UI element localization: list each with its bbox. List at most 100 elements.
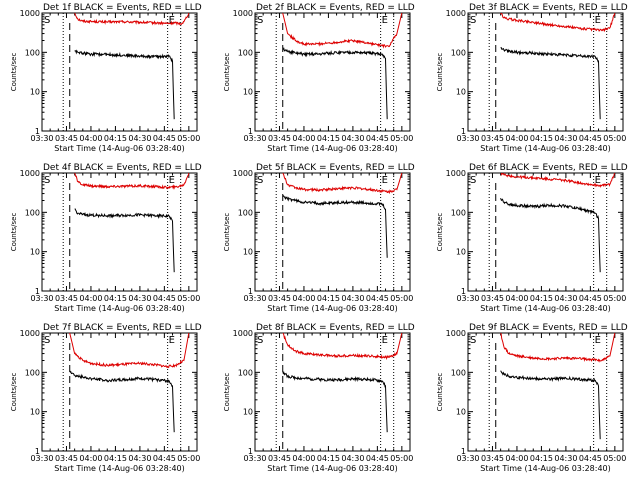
x-tick-label: 04:30 [341,134,364,143]
lld-series-line [282,173,403,195]
x-tick-label: 04:15 [104,294,127,303]
lld-series-line [282,13,403,49]
panel-5: Det 5f BLACK = Events, RED = LLD 1 10 100 10… [223,163,415,313]
x-tick-label: 04:00 [292,454,315,463]
y-tick-label: 10 [30,408,40,417]
plot-frame [41,332,198,452]
y-tick-label: 10 [243,408,253,417]
y-tick-label: 1 [248,287,253,296]
x-tick-label: 04:30 [341,294,364,303]
x-tick-label: 04:45 [579,454,602,463]
panel-7: Det 7f BLACK = Events, RED = LLD 1 10 100 10… [10,323,202,473]
events-series-line [282,47,388,120]
x-tick-label: 03:45 [268,454,291,463]
x-tick-label: 04:45 [579,294,602,303]
events-series-line [74,208,175,273]
panel-2: Det 2f BLACK = Events, RED = LLD 1 10 100 10… [223,3,415,153]
panel-3: Det 3f BLACK = Events, RED = LLD 1 10 100 10… [436,3,628,153]
x-tick-label: 04:30 [128,454,151,463]
lld-series-line [74,173,190,190]
x-tick-label: 04:15 [530,454,553,463]
start-marker-label: S [44,335,50,346]
start-marker-label: S [470,15,476,26]
x-tick-label: 03:45 [268,134,291,143]
end-marker-label: E [595,175,601,186]
y-axis-label: Counts/sec [223,213,231,252]
x-tick-label: 05:00 [177,294,200,303]
plot-frame [41,172,198,292]
start-marker-label: S [257,335,263,346]
x-tick-label: 04:15 [317,454,340,463]
y-tick-label: 10 [30,88,40,97]
lld-series-line [282,333,403,361]
x-tick-label: 04:30 [128,294,151,303]
x-tick-label: 03:30 [243,454,266,463]
x-tick-label: 03:45 [55,294,78,303]
x-tick-label: 03:30 [456,134,479,143]
end-marker-label: E [382,175,388,186]
events-series-line [74,49,175,120]
y-tick-label: 10 [456,408,466,417]
x-tick-label: 04:30 [554,454,577,463]
y-tick-label: 1 [248,127,253,136]
x-axis-label: Start Time (14-Aug-06 03:28:40) [54,304,185,313]
x-tick-label: 04:15 [104,134,127,143]
events-series-line [500,46,601,120]
end-marker-label: E [382,15,388,26]
plot-frame [254,332,411,452]
x-tick-label: 03:30 [243,294,266,303]
lld-series-line [500,173,616,188]
panel-4: Det 4f BLACK = Events, RED = LLD 1 10 100 10… [10,163,202,313]
panel-6: Det 6f BLACK = Events, RED = LLD 1 10 100 10… [436,163,628,313]
x-tick-label: 05:00 [390,294,413,303]
y-axis-label: Counts/sec [436,53,444,92]
lld-series-line [69,333,190,369]
y-tick-label: 1000 [446,9,466,18]
x-axis-label: Start Time (14-Aug-06 03:28:40) [267,144,398,153]
y-tick-label: 10 [243,88,253,97]
y-tick-label: 1000 [233,329,253,338]
y-tick-label: 1000 [20,329,40,338]
y-axis-label: Counts/sec [223,373,231,412]
x-tick-label: 04:00 [79,454,102,463]
y-tick-label: 10 [456,88,466,97]
x-tick-label: 04:45 [153,294,176,303]
panel-title: Det 6f BLACK = Events, RED = LLD [469,163,628,173]
y-tick-label: 1 [35,287,40,296]
x-axis-label: Start Time (14-Aug-06 03:28:40) [480,304,611,313]
panel-title: Det 1f BLACK = Events, RED = LLD [43,3,202,13]
y-tick-label: 1 [461,287,466,296]
panel-title: Det 5f BLACK = Events, RED = LLD [256,163,415,173]
end-marker-label: E [595,335,601,346]
x-axis-label: Start Time (14-Aug-06 03:28:40) [54,464,185,473]
y-tick-label: 1 [461,127,466,136]
panel-title: Det 8f BLACK = Events, RED = LLD [256,323,415,333]
panel-title: Det 7f BLACK = Events, RED = LLD [43,323,202,333]
y-tick-label: 100 [238,368,253,377]
end-marker-label: E [382,335,388,346]
x-tick-label: 03:30 [243,134,266,143]
x-tick-label: 04:45 [366,454,389,463]
y-axis-label: Counts/sec [436,213,444,252]
x-tick-label: 04:45 [153,454,176,463]
x-tick-label: 04:15 [104,454,127,463]
y-tick-label: 1 [35,447,40,456]
plot-frame [467,12,624,132]
x-tick-label: 05:00 [390,134,413,143]
y-axis-label: Counts/sec [436,373,444,412]
x-tick-label: 03:45 [481,134,504,143]
y-axis-label: Counts/sec [223,53,231,92]
x-tick-label: 04:45 [366,294,389,303]
plot-frame [41,12,198,132]
x-tick-label: 04:15 [317,294,340,303]
y-tick-label: 1000 [233,169,253,178]
x-tick-label: 04:00 [505,134,528,143]
y-tick-label: 1 [35,127,40,136]
y-tick-label: 100 [451,208,466,217]
x-tick-label: 05:00 [603,294,626,303]
x-tick-label: 05:00 [603,134,626,143]
x-axis-label: Start Time (14-Aug-06 03:28:40) [480,144,611,153]
start-marker-label: S [470,335,476,346]
end-marker-label: E [169,175,175,186]
x-axis-label: Start Time (14-Aug-06 03:28:40) [480,464,611,473]
